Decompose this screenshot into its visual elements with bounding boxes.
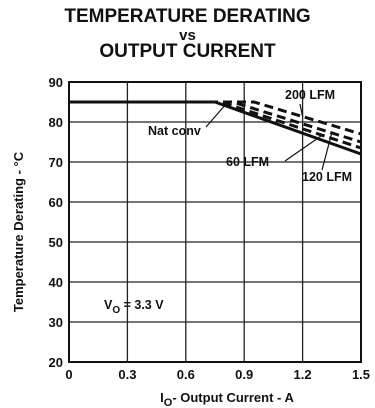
vo-annotation: VO = 3.3 V [104,298,164,316]
series-line-200-lfm [69,100,362,136]
y-axis-label: Temperature Derating - °C [11,151,26,312]
series-lines [69,100,362,156]
series-label-120-lfm: 120 LFM [302,170,352,184]
x-tick-label: 0 [65,367,72,382]
chart-title-line-1: TEMPERATURE DERATING [64,6,311,27]
series-label-200-lfm: 200 LFM [285,88,335,102]
nat-conv-leader-line [205,105,226,128]
grid [68,81,362,363]
60-lfm-leader-line [284,134,323,162]
120-lfm-leader-line [321,132,333,171]
chart-title-line-2: vs [179,27,196,44]
series-line-120-lfm [69,100,362,144]
200-lfm-leader-line [299,103,304,117]
y-tick-label: 90 [49,75,63,90]
x-tick-label: 0.9 [235,367,253,382]
x-tick-label: 0.6 [177,367,195,382]
series-label-60-lfm: 60 LFM [226,155,269,169]
plot-frame [68,81,362,363]
y-tick-label: 80 [49,115,63,130]
x-tick-label: 1.5 [352,367,370,382]
chart-title-line-3: OUTPUT CURRENT [99,41,276,62]
x-tick-label: 0.3 [118,367,136,382]
x-tick-label: 1.2 [294,367,312,382]
x-axis-label: IO- Output Current - A [160,390,294,408]
y-tick-label: 40 [49,275,63,290]
y-tick-label: 70 [49,155,63,170]
series-line-60-lfm [69,100,362,150]
tick-labels: 20 30 40 50 60 70 80 90 0 0.3 0.6 0.9 1.2 1.5 [49,75,371,382]
y-tick-label: 50 [49,235,63,250]
y-tick-label: 30 [49,315,63,330]
series-label-nat-conv: Nat conv [148,124,201,138]
y-tick-label: 20 [49,355,63,370]
y-tick-label: 60 [49,195,63,210]
